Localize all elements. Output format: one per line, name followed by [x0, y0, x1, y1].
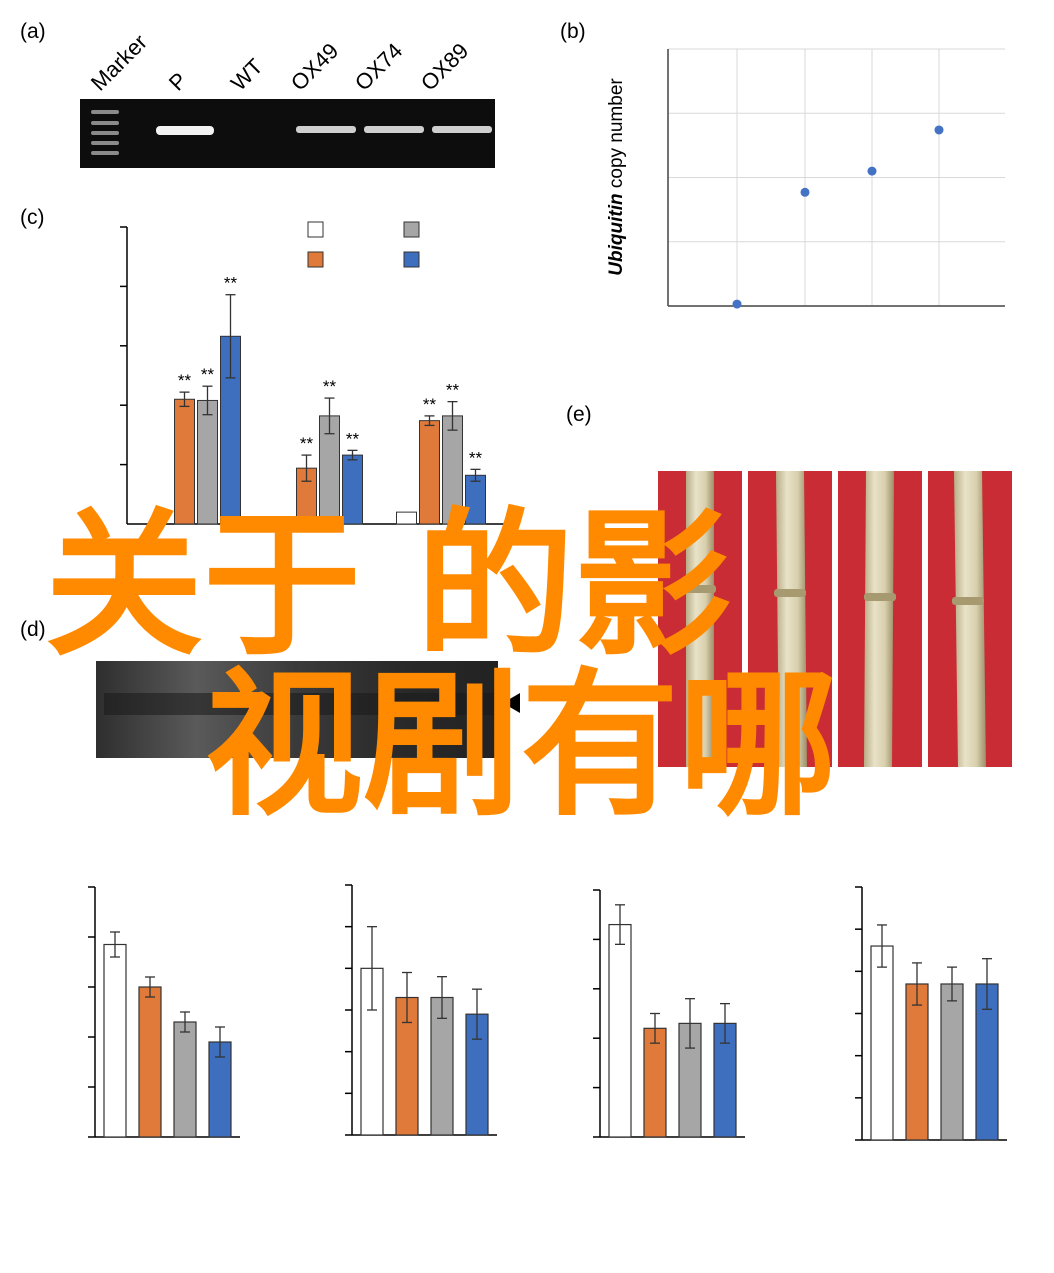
panel-b-letter: (b)	[560, 20, 586, 43]
band-ox	[432, 126, 492, 133]
bar-c	[465, 474, 486, 525]
bar-disease	[905, 983, 929, 1141]
bar-c	[197, 399, 218, 525]
bar-c	[419, 420, 440, 525]
stem-shape	[776, 471, 807, 767]
significance-c: **	[178, 371, 192, 390]
significance-c: **	[201, 365, 215, 384]
bar-c	[342, 454, 363, 525]
data-point-b	[732, 299, 742, 309]
panel-a-lane-labels: Marker P WT OX49 OX74 OX89	[86, 29, 473, 95]
band-arrow-icon	[503, 693, 520, 713]
marker-band	[91, 151, 119, 155]
marker-band	[91, 141, 119, 145]
bar-disease	[103, 943, 127, 1138]
data-point-b	[934, 125, 944, 135]
significance-c: **	[346, 429, 360, 448]
lane-label-a: P	[164, 67, 192, 95]
gel-image-a	[80, 99, 495, 168]
data-point-b	[867, 166, 877, 176]
significance-c: **	[469, 448, 483, 467]
bar-c	[396, 511, 417, 525]
stems	[684, 471, 986, 767]
bar-c	[442, 415, 463, 525]
panel-e-letter: (e)	[566, 403, 592, 426]
stem-node	[952, 597, 984, 605]
panel-c-letter: (c)	[20, 206, 45, 229]
gel-bands-a	[91, 110, 492, 155]
panel-a-letter: (a)	[20, 20, 46, 43]
y-axis-label-italic: Ubiquitin	[606, 193, 627, 275]
significance-c: **	[224, 274, 238, 293]
bar-c	[174, 398, 195, 525]
stem-shape	[686, 471, 714, 767]
stem-shape	[954, 471, 986, 767]
panel-c-chart: ** ** ** ** ** ** ** ** **	[120, 221, 505, 525]
western-blot-band	[104, 693, 494, 715]
bar-disease	[608, 923, 632, 1138]
lane-label-a: WT	[226, 54, 268, 96]
bar-disease	[940, 983, 964, 1141]
significance-c: **	[300, 434, 314, 453]
marker-band	[91, 121, 119, 125]
legend-swatch-c	[403, 251, 420, 268]
lane-label-a: OX74	[350, 38, 407, 95]
stem-node	[774, 589, 806, 597]
stem-shape	[864, 471, 894, 767]
panel-d-letter: (d)	[20, 618, 46, 641]
bar-disease	[173, 1021, 197, 1138]
band-p	[156, 126, 214, 135]
disease-charts	[88, 884, 1007, 1141]
marker-band	[91, 110, 119, 114]
significance-c: **	[446, 381, 460, 400]
bar-disease	[643, 1027, 667, 1138]
band-ox	[364, 126, 424, 133]
lane-label-a: Marker	[86, 29, 152, 95]
stem-node	[864, 593, 896, 601]
significance-c: **	[423, 395, 437, 414]
y-axis-label-b: Ubiquitin copy number	[606, 78, 627, 276]
bar-disease	[138, 986, 162, 1138]
significance-c: **	[323, 377, 337, 396]
lane-label-a: OX49	[286, 38, 343, 95]
legend-swatch-c	[307, 251, 324, 268]
band-ox	[296, 126, 356, 133]
lane-label-a: OX89	[416, 38, 473, 95]
stem-node	[684, 585, 716, 593]
panel-b-chart: Ubiquitin copy number	[606, 48, 1005, 309]
bar-disease	[870, 945, 894, 1141]
legend-swatch-c	[307, 221, 324, 238]
y-axis-label-rest: copy number	[606, 78, 627, 194]
legend-swatch-c	[403, 221, 420, 238]
data-point-b	[800, 187, 810, 197]
marker-band	[91, 131, 119, 135]
